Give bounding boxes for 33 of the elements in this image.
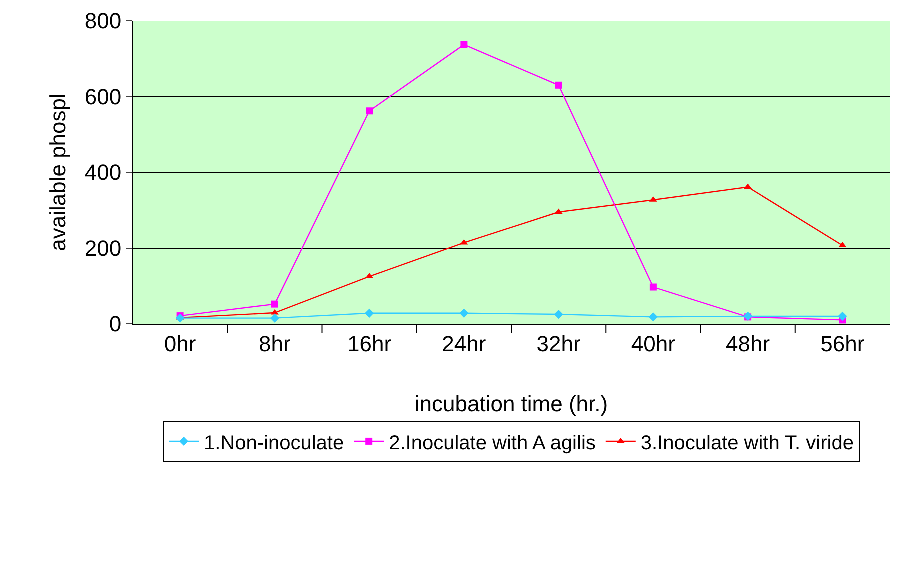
legend-label: 1.Non-inoculate [204, 432, 344, 454]
y-tick-label: 200 [84, 236, 122, 261]
x-tick-label: 40hr [631, 331, 676, 356]
x-axis-title: incubation time (hr.) [414, 391, 608, 416]
point [554, 310, 564, 320]
x-tick-label: 48hr [726, 331, 770, 356]
y-tick-label: 800 [84, 8, 122, 34]
point [271, 300, 278, 308]
point [460, 239, 468, 245]
x-tick-label: 8hr [259, 331, 291, 356]
point [365, 308, 374, 318]
point [838, 312, 848, 321]
point [555, 82, 562, 89]
point [366, 108, 374, 115]
point [460, 308, 469, 318]
x-tick-label: 0hr [164, 331, 196, 356]
x-tick-label: 24hr [442, 331, 486, 356]
y-tick-label: 0 [109, 312, 122, 337]
x-tick-label: 56hr [820, 331, 865, 356]
point [648, 312, 658, 322]
legend-label: 3.Inoculate with T. viride [640, 432, 854, 454]
x-tick-label: 16hr [348, 331, 392, 356]
x-tick-label: 32hr [536, 331, 581, 356]
point [270, 314, 280, 323]
point [744, 184, 752, 190]
y-tick-label: 400 [84, 160, 122, 186]
point [554, 208, 563, 214]
point [176, 314, 185, 323]
point [650, 284, 657, 291]
legend-label: 2.Inoculate with A agilis [389, 432, 596, 454]
point [460, 41, 468, 48]
y-axis-title: available phospl [46, 94, 71, 252]
y-tick-label: 600 [84, 84, 122, 110]
